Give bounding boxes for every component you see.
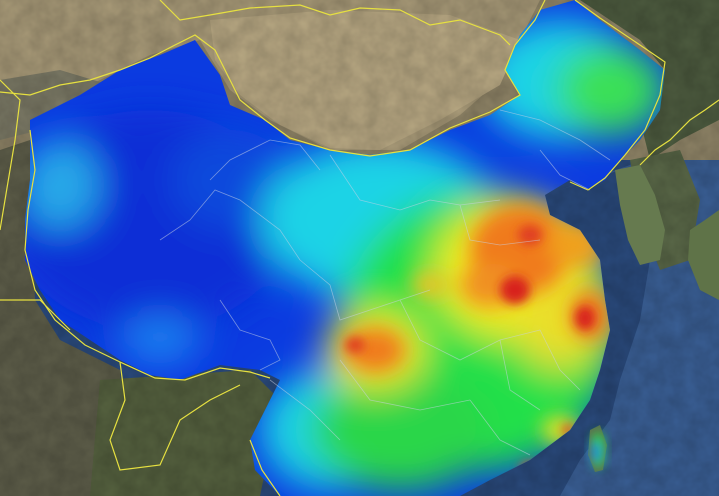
taiwan-heatmap (591, 432, 605, 468)
province-boundaries (159, 109, 611, 456)
korean-peninsula (615, 165, 665, 265)
japan-islands (688, 210, 719, 300)
